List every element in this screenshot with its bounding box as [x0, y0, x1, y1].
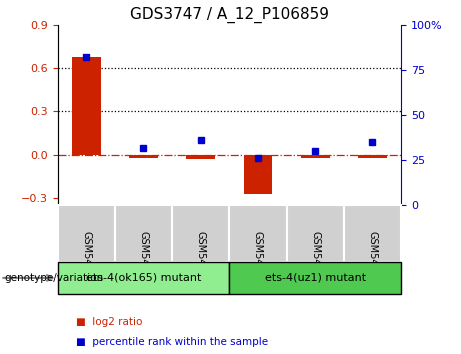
Bar: [58, 205, 115, 262]
Bar: [72, 57, 100, 155]
Bar: [229, 262, 401, 294]
Text: genotype/variation: genotype/variation: [5, 273, 104, 283]
Bar: [115, 205, 172, 262]
Bar: [186, 155, 215, 159]
Text: GSM543592: GSM543592: [138, 231, 148, 290]
Bar: [301, 155, 330, 158]
Bar: [358, 155, 387, 158]
Title: GDS3747 / A_12_P106859: GDS3747 / A_12_P106859: [130, 7, 329, 23]
Text: ■  log2 ratio: ■ log2 ratio: [76, 317, 142, 327]
Text: GSM543595: GSM543595: [367, 231, 378, 290]
Text: GSM543590: GSM543590: [81, 231, 91, 290]
Text: GSM543594: GSM543594: [196, 231, 206, 290]
Bar: [244, 155, 272, 194]
Bar: [172, 205, 229, 262]
Bar: [287, 205, 344, 262]
Text: GSM543591: GSM543591: [253, 231, 263, 290]
Text: ■  percentile rank within the sample: ■ percentile rank within the sample: [76, 337, 268, 347]
Bar: [58, 262, 229, 294]
Text: GSM543593: GSM543593: [310, 231, 320, 290]
Bar: [229, 205, 287, 262]
Text: ets-4(uz1) mutant: ets-4(uz1) mutant: [265, 273, 366, 283]
Bar: [344, 205, 401, 262]
Text: ets-4(ok165) mutant: ets-4(ok165) mutant: [86, 273, 201, 283]
Bar: [129, 155, 158, 158]
